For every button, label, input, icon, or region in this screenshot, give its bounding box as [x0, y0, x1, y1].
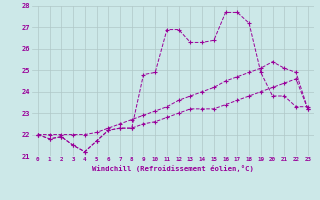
X-axis label: Windchill (Refroidissement éolien,°C): Windchill (Refroidissement éolien,°C): [92, 165, 254, 172]
